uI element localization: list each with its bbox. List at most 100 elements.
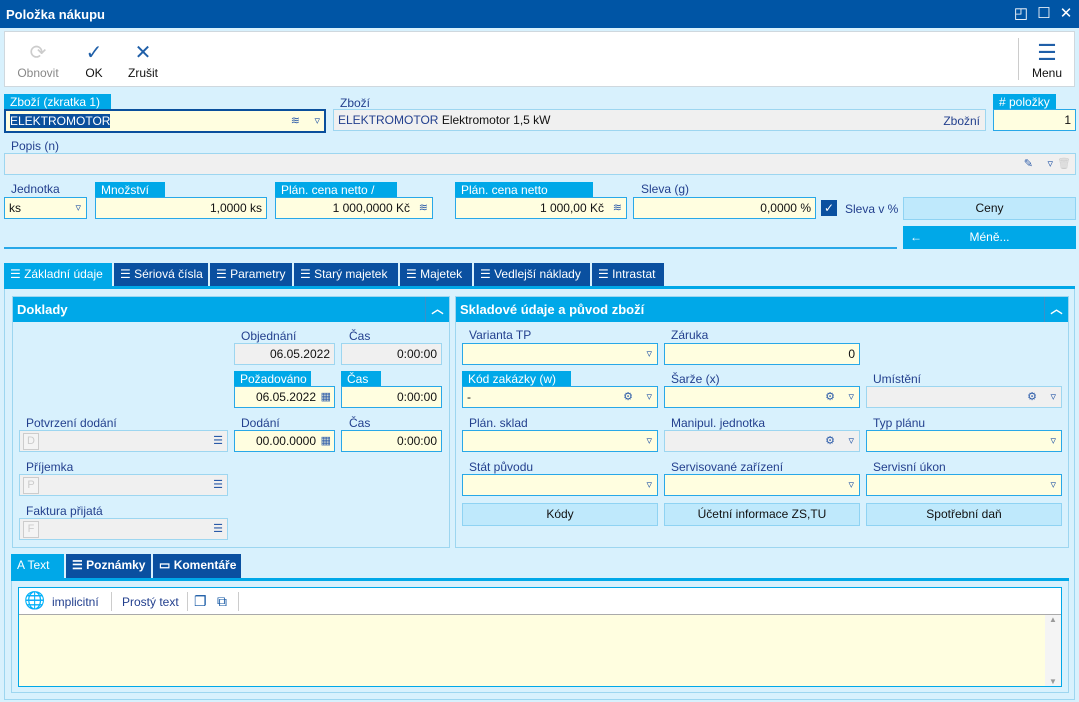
paste-icon[interactable]: ⧉ [217,593,227,609]
dropdown-icon[interactable]: ▿ [646,348,652,360]
copy-icon[interactable]: ❐ [194,593,207,609]
less-button[interactable]: ← Méně... [903,226,1076,249]
handling-unit-field[interactable]: ⚙ ▿ [664,430,860,452]
requested-time-input[interactable]: 0:00:00 [341,386,442,408]
tab-parameters[interactable]: ☰ Parametry [210,263,292,286]
maximize-icon[interactable]: ☐ [1037,5,1051,22]
scrollbar[interactable]: ▲ ▼ [1045,615,1061,686]
origin-label: Stát původu [469,460,534,474]
plan-store-input[interactable]: ▿ [462,430,658,452]
delivery-input[interactable]: 00.00.0000 ▦ [234,430,335,452]
goods-code-input[interactable]: ELEKTROMOTOR ≋ ▿ [4,109,326,133]
list-icon[interactable]: ☰ [213,523,223,535]
gear-icon[interactable]: ⚙ [825,435,835,447]
dropdown-icon[interactable]: ▿ [1050,479,1056,491]
tab-underline [4,286,1075,289]
tab-basic[interactable]: ☰ Základní údaje [4,263,112,286]
description-field[interactable]: ✎ ▿ 🗑 [4,153,1076,175]
dropdown-icon[interactable]: ▿ [848,391,854,403]
tab-serial-numbers[interactable]: ☰ Sériová čísla [114,263,208,286]
tab-assets[interactable]: ☰ Majetek [400,263,472,286]
gear-icon[interactable]: ⚙ [623,391,633,403]
dropdown-icon[interactable]: ▿ [646,391,652,403]
cancel-button[interactable]: ✕ Zrušit [125,40,161,80]
dropdown-icon[interactable]: ▿ [1050,435,1056,447]
list-icon[interactable]: ☰ [213,435,223,447]
refresh-button[interactable]: ⟳ Obnovit [15,40,61,80]
receipt-field[interactable]: P ☰ [19,474,228,496]
unit-input[interactable]: ks ▿ [4,197,87,219]
warranty-input[interactable]: 0 [664,343,860,365]
tab-comments[interactable]: ▭ Komentáře [153,554,241,578]
goods-label: Zboží [340,96,371,110]
dropdown-icon[interactable]: ▿ [75,202,81,214]
plan-type-input[interactable]: ▿ [866,430,1062,452]
toolbar: ⟳ Obnovit ✓ OK ✕ Zrušit ☰ Menu [4,31,1075,87]
close-icon[interactable]: ✕ [1059,5,1073,22]
globe-icon[interactable]: 🌐 [24,591,46,610]
quantity-input[interactable]: 1,0000 ks [95,197,267,219]
accounting-button[interactable]: Účetní informace ZS,TU [664,503,860,526]
service-action-input[interactable]: ▿ [866,474,1062,496]
gear-icon[interactable]: ⚙ [825,391,835,403]
codes-button[interactable]: Kódy [462,503,658,526]
calendar-icon[interactable]: ▦ [320,435,331,447]
stock-title: Skladové údaje a původ zboží ︿ [456,297,1068,322]
delivery-time-input[interactable]: 0:00:00 [341,430,442,452]
batch-input[interactable]: ⚙ ▿ [664,386,860,408]
prices-button[interactable]: Ceny [903,197,1076,220]
price-list-icon[interactable]: ≋ [418,202,428,214]
excise-button[interactable]: Spotřební daň [866,503,1062,526]
serviced-input[interactable]: ▿ [664,474,860,496]
dropdown-icon[interactable]: ▿ [848,479,854,491]
tab-side-costs[interactable]: ☰ Vedlejší náklady [474,263,590,286]
dropdown-icon[interactable]: ▿ [314,115,320,127]
variant-input[interactable]: ▿ [462,343,658,365]
dropdown-icon[interactable]: ▿ [1047,158,1053,170]
ordered-field: 06.05.2022 [234,343,335,365]
receipt-label: Příjemka [26,460,74,474]
chevron-up-icon[interactable]: ︿ [425,297,449,322]
calendar-icon[interactable]: ▦ [320,391,331,403]
discount-percent-checkbox[interactable]: ✓ [821,200,837,216]
restore-icon[interactable]: ◰ [1013,5,1029,22]
price-list-icon[interactable]: ≋ [612,202,622,214]
dropdown-icon[interactable]: ▿ [848,435,854,447]
unit-price-input[interactable]: 1 000,0000 Kč ≋ [275,197,433,219]
origin-input[interactable]: ▿ [462,474,658,496]
tab-old-assets[interactable]: ☰ Starý majetek [294,263,398,286]
arrow-left-icon: ← [910,230,922,244]
format-dropdown[interactable]: Prostý text [122,595,179,609]
dropdown-icon[interactable]: ▿ [646,435,652,447]
plan-type-label: Typ plánu [873,416,926,430]
total-price-input[interactable]: 1 000,00 Kč ≋ [455,197,627,219]
location-field[interactable]: ⚙ ▿ [866,386,1062,408]
chevron-up-icon[interactable]: ︿ [1044,297,1068,322]
pencil-icon[interactable]: ✎ [1023,158,1033,170]
list-icon[interactable]: ☰ [213,479,223,491]
ok-button[interactable]: ✓ OK [77,40,111,80]
discount-input[interactable]: 0,0000 % [633,197,816,219]
text-editor[interactable]: 🌐 implicitní Prostý text ❐ ⧉ ▲ ▼ [18,587,1062,687]
order-code-input[interactable]: - ⚙ ▿ [462,386,658,408]
scroll-up-icon[interactable]: ▲ [1049,615,1057,624]
gear-icon[interactable]: ⚙ [1027,391,1037,403]
invoice-field[interactable]: F ☰ [19,518,228,540]
price-list-icon[interactable]: ≋ [290,115,300,127]
tab-notes[interactable]: ☰ Poznámky [66,554,151,578]
tab-text[interactable]: A Text [11,554,64,578]
trash-icon[interactable]: 🗑 [1057,158,1071,170]
tab-intrastat[interactable]: ☰ Intrastat [592,263,664,286]
delivery-time-label: Čas [349,416,371,430]
item-no-input[interactable]: 1 [993,109,1076,131]
warranty-label: Záruka [671,328,709,342]
scroll-down-icon[interactable]: ▼ [1049,677,1057,686]
goods-field: ELEKTROMOTOR Elektromotor 1,5 kW Zbožní [333,109,986,131]
menu-button[interactable]: ☰ Menu [1029,40,1065,80]
requested-input[interactable]: 06.05.2022 ▦ [234,386,335,408]
language-dropdown[interactable]: implicitní [52,595,99,609]
plan-store-label: Plán. sklad [469,416,528,430]
confirm-field[interactable]: D ☰ [19,430,228,452]
dropdown-icon[interactable]: ▿ [646,479,652,491]
dropdown-icon[interactable]: ▿ [1050,391,1056,403]
